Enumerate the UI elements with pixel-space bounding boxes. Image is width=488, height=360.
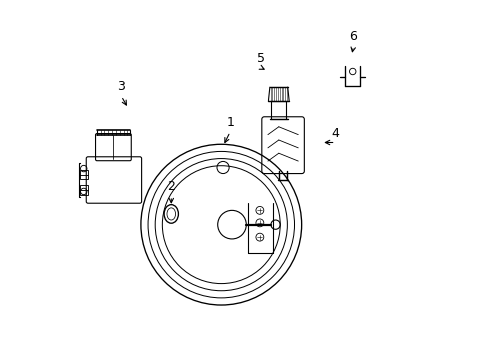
Text: 3: 3 <box>117 80 125 93</box>
Text: 1: 1 <box>226 116 234 129</box>
Text: 4: 4 <box>331 127 339 140</box>
Text: 2: 2 <box>167 180 175 193</box>
Text: 6: 6 <box>349 30 357 43</box>
Text: 5: 5 <box>256 52 264 65</box>
Bar <box>80 170 88 179</box>
Bar <box>80 185 88 195</box>
